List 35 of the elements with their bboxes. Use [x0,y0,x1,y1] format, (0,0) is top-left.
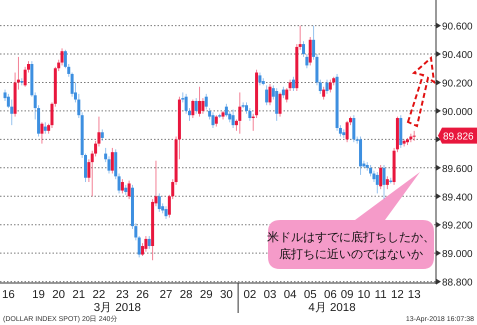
x-tick-label: 16 [2,289,15,301]
x-tick-label: 05 [304,289,317,301]
y-tick-label: 89.200 [442,220,474,232]
x-tick-label: 10 [357,289,370,301]
x-tick-label: 06 [324,289,337,301]
y-tick-label: 90.200 [442,78,474,90]
y-tick-label: 88.800 [442,278,474,289]
x-tick-label: 20 [52,289,66,301]
x-tick-label: 04 [284,289,298,301]
text: 3月 2018 [94,301,141,314]
x-tick-label: 27 [160,289,172,301]
x-tick-label: 22 [92,289,106,301]
y-tick-label: 90.600 [442,22,474,33]
annotation: 底打ちに近いのではないか [279,247,423,261]
y-tick-label: 90.400 [442,50,474,62]
x-tick-label: 26 [136,289,149,301]
y-tick-label: 89.400 [442,192,474,204]
x-tick-label: 28 [180,289,193,301]
x-tick-label: 23 [116,289,129,301]
x-tick-label: 19 [32,289,45,301]
y-tick-label: 89.600 [442,164,474,175]
x-tick-label: 29 [200,289,213,301]
text: 4月 2018 [308,301,356,314]
x-tick-label: 12 [391,289,404,301]
y-tick-label: 89.000 [442,249,474,260]
x-tick-label: 09 [340,289,354,301]
last-price: 89.826 [438,128,477,144]
x-tick-label: 11 [374,289,387,301]
x-tick-label: 13 [408,289,421,301]
x-tick-label: 21 [72,289,86,301]
x-tick-label: 30 [220,289,233,301]
annotation: 米ドルはすでに底打ちしたか、 [267,230,435,244]
y-tick-label: 90.000 [442,106,474,118]
x-tick-label: 02 [243,289,256,301]
x-tick-label: 03 [264,289,276,301]
